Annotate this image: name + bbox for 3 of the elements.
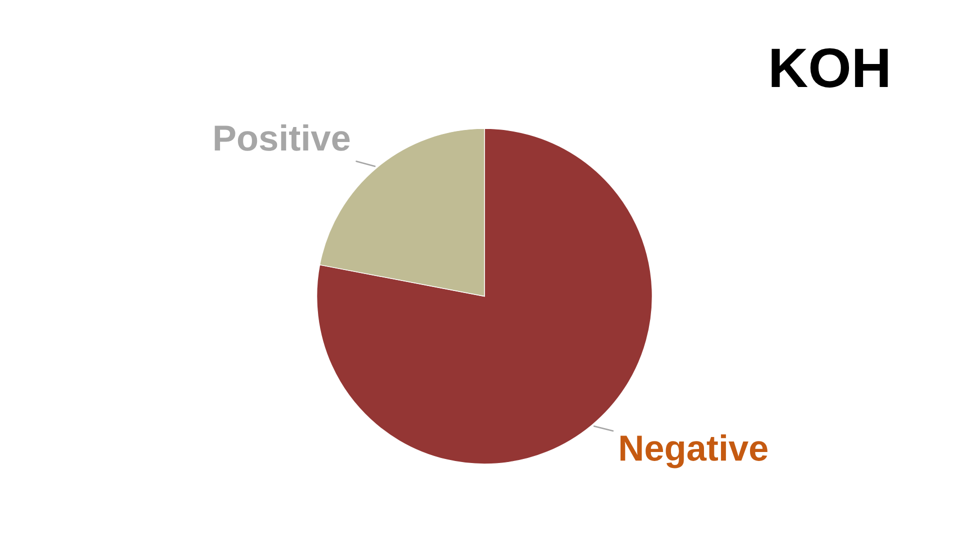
chart-title: KOH — [772, 48, 888, 88]
slice-label: Positive — [214, 124, 350, 151]
slice-label: Negative — [620, 434, 768, 468]
